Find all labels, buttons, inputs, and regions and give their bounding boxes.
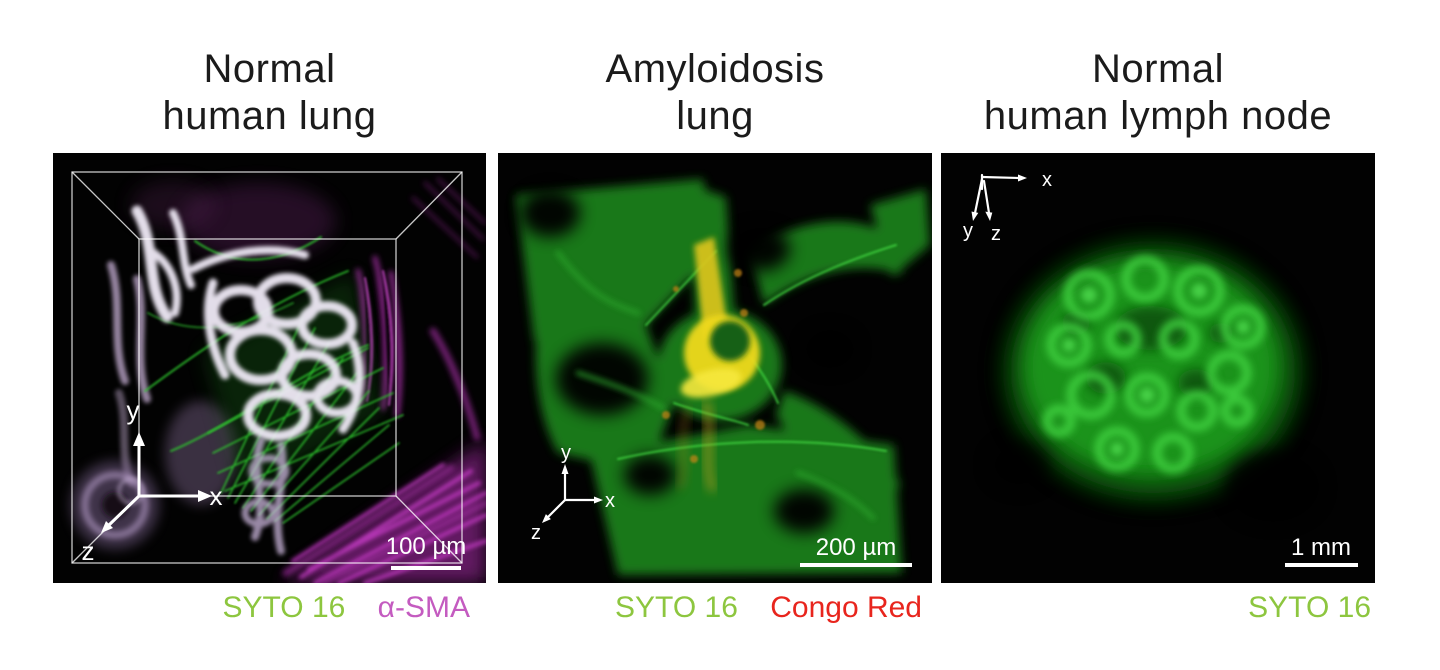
axis-z-label: z xyxy=(991,223,1001,245)
micrograph-lymph-node: x y z 1 mm xyxy=(941,153,1375,583)
title-line: Amyloidosis xyxy=(605,47,825,91)
title-line: human lymph node xyxy=(983,94,1333,138)
scale-bar: 100 µm xyxy=(386,533,467,570)
scale-bar: 1 mm xyxy=(1285,534,1358,567)
magenta-fiber-layer xyxy=(71,177,486,583)
amyloid-yellow-layer xyxy=(662,237,765,493)
axis-z-label: z xyxy=(531,522,541,544)
title-line: Normal xyxy=(203,47,336,91)
axis-z-label: z xyxy=(82,536,95,566)
panel-title-normal-lymph-node: Normal human lymph node xyxy=(941,46,1375,140)
panel-title-normal-lung: Normal human lung xyxy=(53,46,486,140)
scale-bar-label: 100 µm xyxy=(386,533,467,560)
stain-legend-lymph-node: SYTO 16 xyxy=(941,592,1371,626)
stain-label-congo-red: Congo Red xyxy=(770,591,922,624)
title-line: lung xyxy=(676,94,754,138)
axis-y-label: y xyxy=(963,220,973,242)
axes-indicator: x y z xyxy=(963,169,1052,245)
micrograph-amyloidosis-lung-image: y x z 200 µm xyxy=(498,153,932,583)
axis-y-label: y xyxy=(127,395,140,425)
follicle-rings xyxy=(1042,255,1266,474)
stain-label-syto16: SYTO 16 xyxy=(222,591,346,624)
title-line: human lung xyxy=(162,94,377,138)
wireframe-box xyxy=(71,171,463,564)
axes-indicator: y x z xyxy=(531,442,615,544)
axis-x-label: x xyxy=(605,490,615,512)
stain-label-syto16: SYTO 16 xyxy=(1248,591,1371,624)
scale-bar-label: 200 µm xyxy=(816,534,897,561)
stain-label-asma: α-SMA xyxy=(377,591,470,624)
scale-bar-label: 1 mm xyxy=(1291,534,1351,561)
title-line: Normal xyxy=(1092,47,1224,91)
micrograph-normal-lung: y x z 100 µm xyxy=(53,153,486,583)
lymph-node-mass xyxy=(989,241,1321,523)
scale-bar: 200 µm xyxy=(800,534,912,567)
micrograph-normal-lung-image: y x z 100 µm xyxy=(53,153,486,583)
axis-y-label: y xyxy=(561,442,571,464)
micrograph-amyloidosis-lung: y x z 200 µm xyxy=(498,153,932,583)
axes-indicator: y x z xyxy=(82,395,223,566)
micrograph-lymph-node-image: x y z 1 mm xyxy=(941,153,1375,583)
axis-x-label: x xyxy=(210,481,223,511)
stain-label-syto16: SYTO 16 xyxy=(615,591,738,624)
panel-title-amyloidosis-lung: Amyloidosis lung xyxy=(498,46,932,140)
vessel-network-layer xyxy=(131,205,364,555)
stain-legend-amyloidosis-lung: SYTO 16 Congo Red xyxy=(498,592,922,626)
axis-x-label: x xyxy=(1042,169,1052,191)
stain-legend-normal-lung: SYTO 16 α-SMA xyxy=(53,592,470,626)
